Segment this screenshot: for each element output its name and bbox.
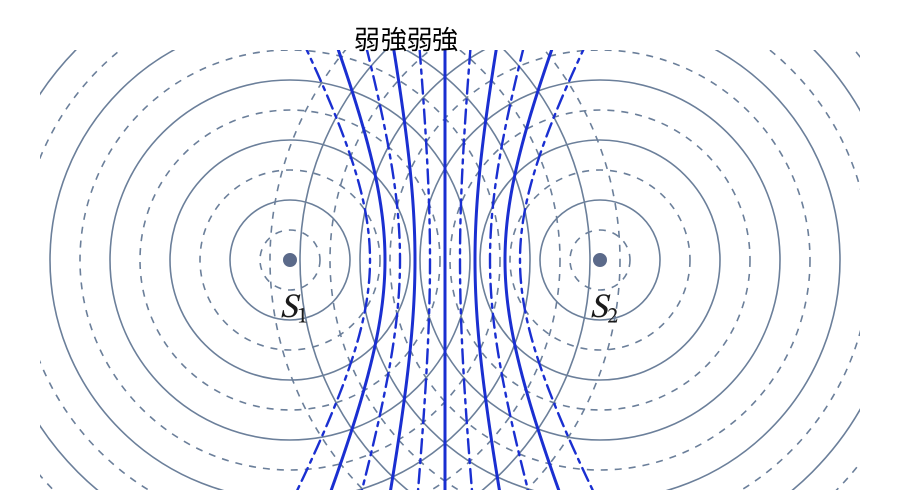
top-label-3: 弱 [354,20,380,57]
source-label-s2: S2 [590,288,618,332]
diagram-svg [0,0,900,500]
top-label-0: 強 [432,20,458,57]
top-label-2: 強 [381,20,407,57]
wave-interference-diagram: S1S2強弱強弱 [0,0,900,500]
top-label-1: 弱 [407,20,433,57]
source-label-s1: S1 [280,288,308,332]
